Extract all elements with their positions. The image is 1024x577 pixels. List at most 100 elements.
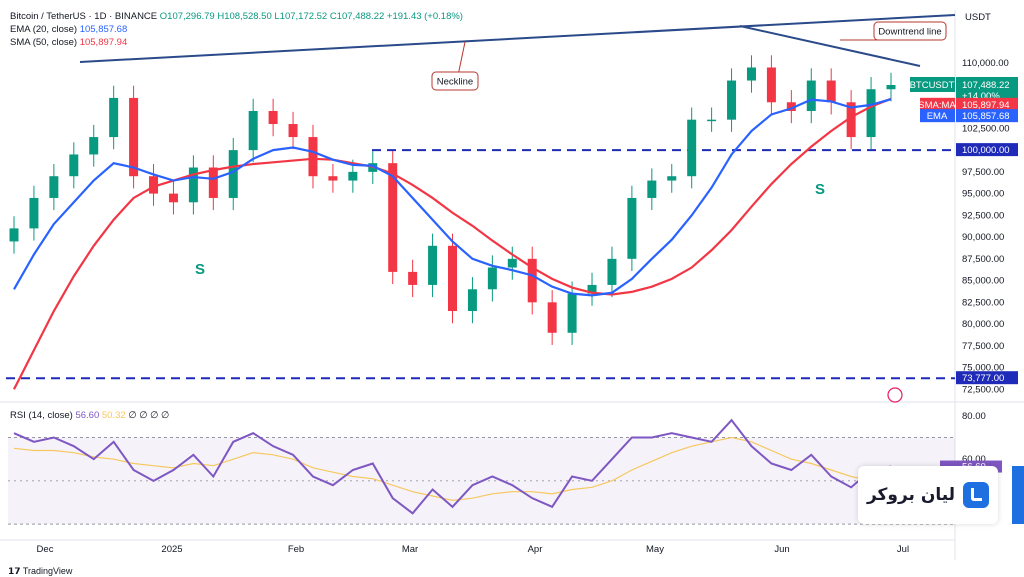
candle-body [228,150,238,198]
ma-tag-label: SMA:MA [918,100,956,111]
price-tick-label: 90,000.00 [962,232,1004,243]
ma-tag-value-box [956,97,1018,111]
ema-legend-value: 105,857.68 [79,24,128,35]
candle-body [567,293,577,333]
candle-body [467,289,477,312]
rsi-legend-value: 56.60 [75,410,100,421]
downtrend-callout-text: Downtrend line [878,27,941,38]
candle-body [886,84,896,90]
candle-body [188,167,198,203]
time-tick-label: Mar [402,544,418,555]
neckline-trendline [79,14,956,63]
candle-body [69,154,79,177]
candle-body [9,228,19,242]
candle-body [29,197,39,229]
time-tick-label: Apr [528,544,543,555]
chart-legend: Bitcoin / TetherUS · 1D · BINANCE O107,2… [10,10,463,49]
price-tick-label: 87,500.00 [962,254,1004,265]
last-price-change: +14.00% [962,91,1000,102]
candle-body [607,258,617,285]
ema-20-line [13,98,892,297]
candle-body [308,137,318,177]
candle-body [328,176,338,181]
price-tick-label: 85,000.00 [962,276,1004,287]
candle-body [487,267,497,290]
sma-legend-label: SMA (50, close) [10,37,78,48]
neckline-callout-box [431,71,479,91]
rsi-tick-label: 80.00 [962,411,986,422]
time-tick-label: Dec [37,544,54,555]
ma-tag-label-box [920,109,955,123]
broker-watermark: لیان بروکر [858,466,998,524]
candle-body [647,180,657,198]
candle-body [727,80,737,120]
last-price-value: 107,488.22 [962,80,1010,91]
broker-logo-icon [963,482,990,508]
rsi-ma-line [13,436,892,501]
candle-body [866,89,876,138]
ma-tag-value-box [956,109,1018,123]
level-tag-box [956,143,1018,157]
price-tick-label: 92,500.00 [962,210,1004,221]
price-tick-label: 97,500.00 [962,167,1004,178]
rsi-tick-label: 60.00 [962,454,986,465]
candle-body [89,137,99,155]
candle-body [846,102,856,138]
rsi-legend: RSI (14, close) 56.60 50.32 ∅ ∅ ∅ ∅ [10,410,169,421]
tradingview-footer: 𝟭𝟳 TradingView [8,566,72,577]
candle-body [348,171,358,181]
candle-body [806,80,816,111]
candle-body [428,245,438,285]
level-tag-box [956,371,1018,385]
candle-body [667,176,677,181]
price-tag-symbol: BTCUSDT [910,80,955,91]
candle-body [288,124,298,138]
time-tick-label: May [646,544,664,555]
candle-body [587,284,597,294]
candle-body [687,119,697,177]
footer-text: TradingView [22,566,73,576]
candle-body [786,102,796,111]
rsi-legend-extras: ∅ ∅ ∅ ∅ [128,410,170,421]
price-tick-label: 102,500.00 [962,123,1010,134]
downtrend-callout-box [873,21,947,41]
candle-body [547,302,557,333]
price-tick-label: 80,000.00 [962,319,1004,330]
candle-body [746,67,756,81]
price-tick-label: 75,000.00 [962,363,1004,374]
price-tick-label: 82,500.00 [962,297,1004,308]
price-tick-label: 110,000.00 [962,58,1009,69]
candle-body [388,163,398,272]
candle-body [408,271,418,285]
candle-body [208,167,218,198]
candle-body [49,176,59,198]
rsi-line [13,418,892,515]
candle-body [826,80,836,103]
downtrend-trendline [739,25,921,67]
neckline-callout-text: Neckline [437,77,473,88]
currency-label: USDT [965,12,991,23]
shoulder-label: S [815,181,825,198]
time-tick-label: 2025 [161,544,182,555]
price-tick-label: 72,500.00 [962,384,1004,395]
price-tick-label: 77,500.00 [962,341,1004,352]
candle-body [627,197,637,259]
price-tick-label: 95,000.00 [962,189,1004,200]
alert-lightning-icon [887,387,903,403]
candle-body [248,110,258,151]
candle-body [168,193,178,203]
watermark-side-bar [1012,466,1024,524]
candle-body [766,67,776,103]
rsi-ma-legend-value: 50.32 [101,410,126,421]
candle-body [527,258,537,303]
symbol-label: Bitcoin / TetherUS · 1D · BINANCE [10,11,158,22]
time-tick-label: Feb [288,544,304,555]
broker-name: لیان بروکر [866,485,956,505]
shoulder-label: S [195,261,205,278]
time-tick-label: Jun [774,544,789,555]
ma-tag-value: 105,897.94 [962,100,1010,111]
level-tag-value: 100,000.00 [962,145,1010,156]
sma-50-line [13,97,892,390]
ma-tag-label-box [920,97,955,111]
